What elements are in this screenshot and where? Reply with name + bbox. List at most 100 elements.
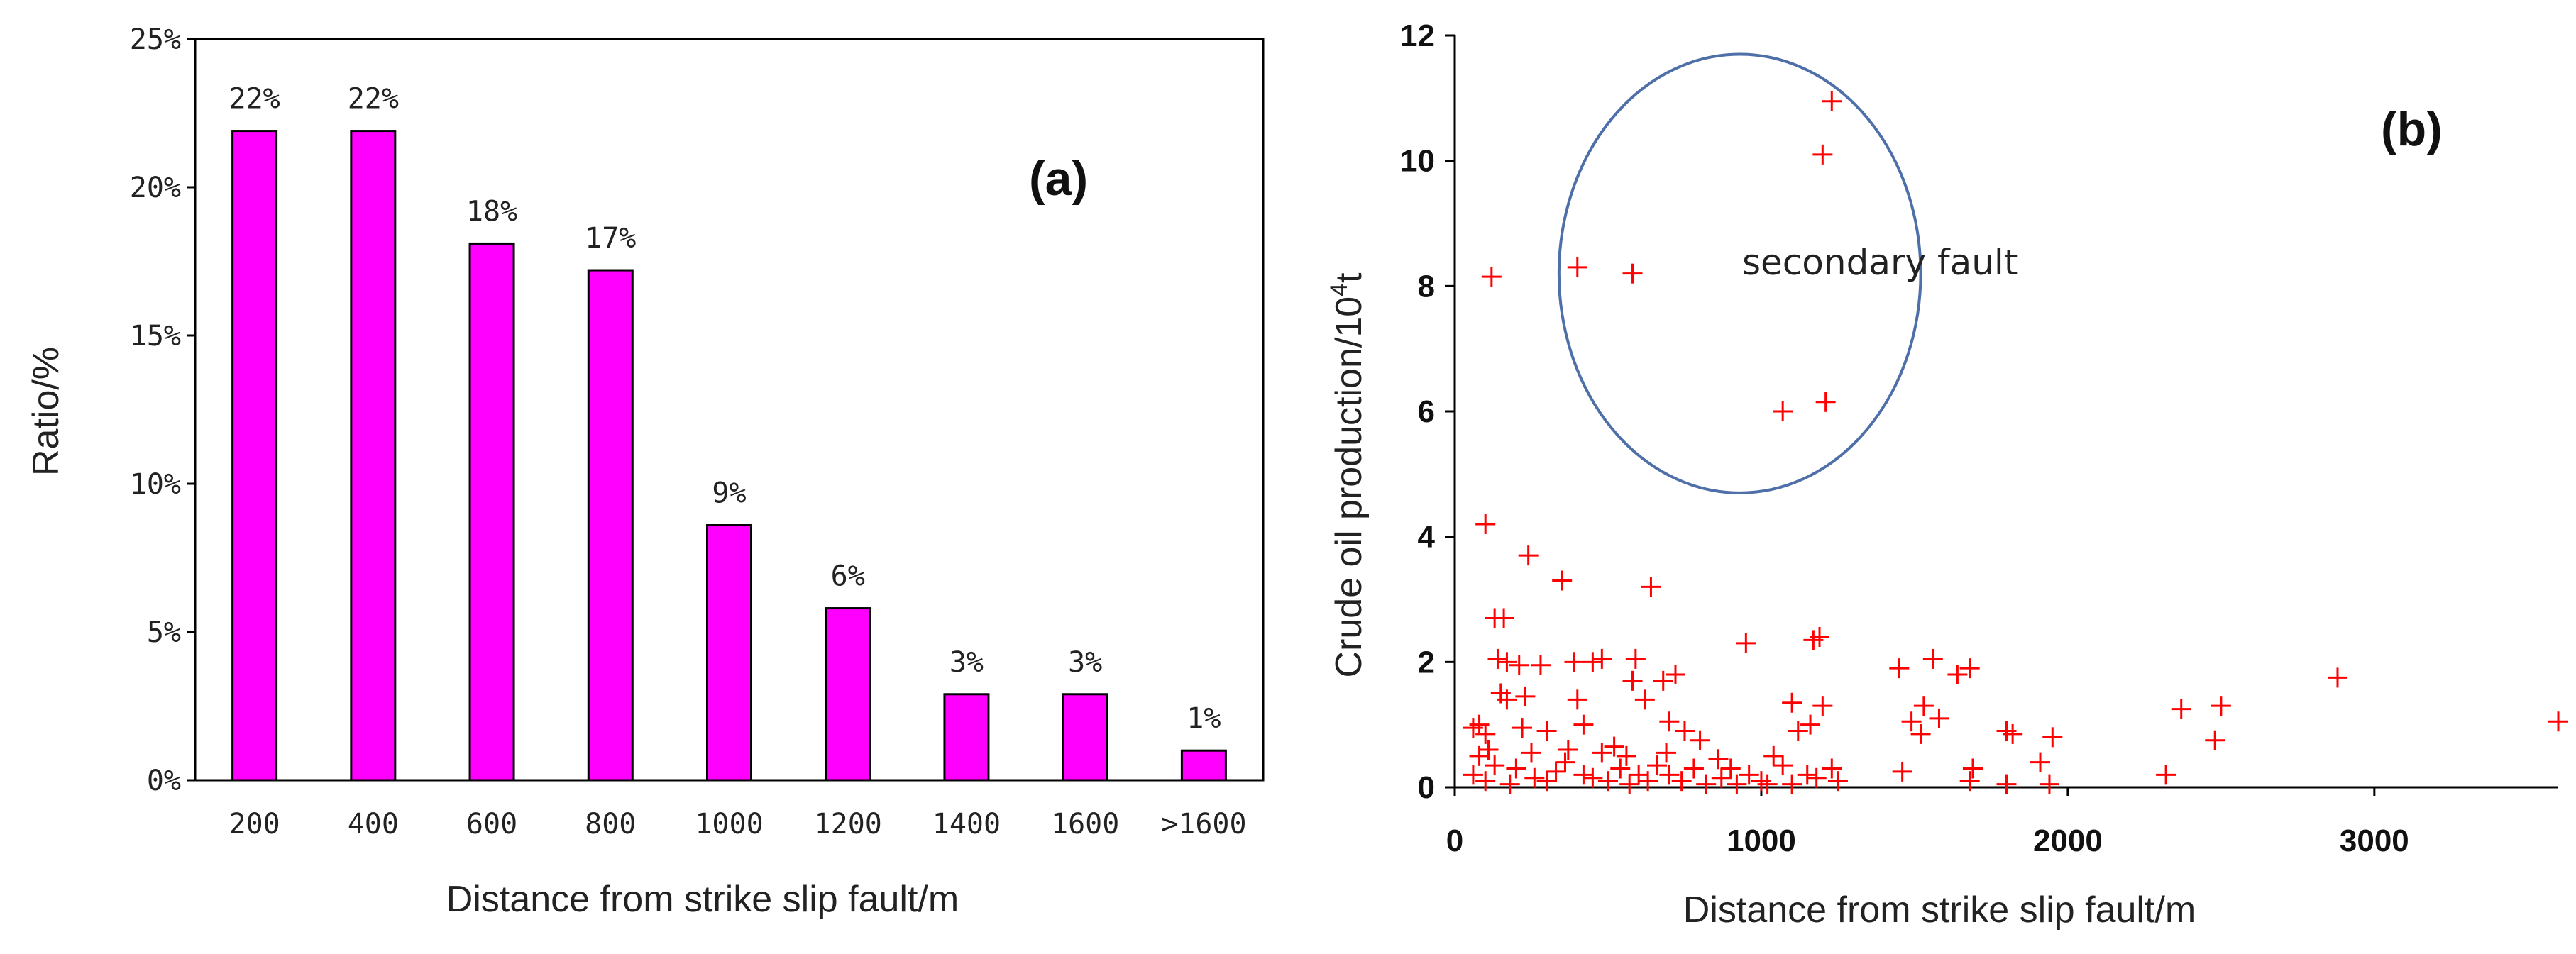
b-point — [1610, 758, 1631, 779]
a-bar — [825, 607, 871, 782]
b-point — [1659, 711, 1680, 732]
b-points — [1463, 91, 2568, 794]
b-point — [1536, 771, 1557, 792]
b-point — [2003, 723, 2023, 744]
b-point — [1463, 765, 1483, 785]
a-xtick-label: 1000 — [695, 808, 763, 841]
b-point — [1727, 774, 1747, 794]
a-bars: 22% 22% 18% 17% 9% 6% 3% 3% 1% — [229, 83, 1227, 782]
a-xtick-label: 200 — [229, 808, 280, 841]
a-bar-value-label: 3% — [1068, 646, 1102, 679]
a-bar — [1062, 693, 1108, 782]
a-y-axis-title: Ratio/% — [26, 347, 67, 476]
b-point — [1656, 743, 1677, 763]
b-point — [1996, 774, 2017, 794]
b-point — [2042, 727, 2063, 748]
b-point — [1671, 771, 1692, 792]
b-point — [1518, 545, 1539, 566]
b-point — [2039, 774, 2059, 794]
b-point — [1666, 665, 1685, 684]
b-point — [1929, 708, 1949, 728]
b-point — [1720, 758, 1741, 779]
b-annotation: secondary fault — [1742, 242, 2018, 283]
b-point — [1788, 721, 1808, 741]
b-point — [1622, 263, 1643, 284]
a-bar-value-label: 9% — [712, 477, 746, 510]
b-point — [1674, 721, 1695, 741]
a-bar-value-label: 6% — [831, 560, 865, 593]
b-point — [1913, 696, 1934, 716]
b-point — [1810, 627, 1830, 647]
b-point — [1638, 771, 1658, 792]
b-point — [1573, 765, 1594, 785]
b-point — [1827, 771, 1848, 792]
a-ytick-label: 25% — [130, 23, 181, 56]
b-point — [1530, 655, 1551, 675]
b-point — [1822, 758, 1842, 779]
a-bar-value-label: 18% — [466, 195, 517, 228]
b-ytick-label: 10 — [1400, 144, 1435, 179]
b-point — [1959, 771, 1980, 792]
b-point — [1555, 752, 1575, 772]
a-xtick-label: 800 — [585, 808, 636, 841]
b-point — [1711, 767, 1732, 788]
b-point — [1653, 670, 1673, 691]
b-point — [1592, 648, 1612, 669]
a-xtick-label: 1400 — [932, 808, 1001, 841]
b-xtick-label: 1000 — [1727, 823, 1796, 858]
b-point — [1536, 721, 1557, 741]
b-point — [1736, 633, 1756, 653]
b-point — [1757, 774, 1778, 794]
a-ytick-label: 10% — [130, 468, 181, 501]
panel-b: 0 2 4 6 8 10 12 0 1000 2000 3000 secondary fault (… — [1326, 18, 2568, 931]
b-ytick-label: 6 — [1418, 394, 1435, 429]
b-point — [1515, 686, 1536, 706]
a-panel-label: (a) — [1029, 152, 1088, 206]
b-point — [2328, 667, 2347, 688]
b-point — [1683, 758, 1704, 779]
b-point — [1597, 771, 1618, 792]
a-ytick-label: 15% — [130, 320, 181, 353]
b-point — [1622, 670, 1643, 691]
b-point — [1494, 608, 1514, 628]
b-point — [1506, 758, 1526, 779]
b-point — [1552, 570, 1573, 591]
a-bar-value-label: 22% — [229, 83, 280, 116]
a-xtick-label: 400 — [348, 808, 399, 841]
b-point — [2205, 730, 2225, 750]
b-point — [2030, 752, 2051, 772]
b-point — [1901, 711, 1922, 732]
a-bar — [350, 130, 397, 782]
b-point — [1573, 714, 1594, 735]
a-bar — [587, 269, 634, 782]
panel-a: 22% 22% 18% 17% 9% 6% 3% 3% 1% 0% 5% 10% 15% 20% 25% 2… — [26, 23, 1265, 920]
b-point — [1463, 718, 1483, 738]
b-point — [1782, 774, 1802, 794]
b-point — [1475, 514, 1496, 534]
b-panel-label: (b) — [2381, 102, 2443, 156]
a-ticks: 0% 5% 10% 15% 20% 25% 200 400 600 800 1000 1200 1400… — [130, 23, 1247, 841]
b-point — [1659, 765, 1680, 785]
b-point — [1889, 658, 1910, 679]
b-point — [1583, 652, 1603, 672]
a-bar — [1180, 749, 1227, 782]
b-point — [1773, 755, 1793, 776]
a-xtick-label: 1600 — [1051, 808, 1119, 841]
b-point — [1806, 767, 1827, 788]
b-point — [1910, 723, 1931, 744]
b-point — [1475, 723, 1496, 744]
b-point — [1690, 730, 1710, 750]
a-xtick-label: >1600 — [1161, 808, 1246, 841]
b-point — [1947, 665, 1968, 684]
b-point — [1583, 767, 1603, 788]
b-ytick-label: 12 — [1400, 18, 1435, 53]
b-point — [2171, 699, 2191, 719]
b-point — [1567, 257, 1587, 277]
a-xtick-label: 600 — [466, 808, 517, 841]
b-xtick-label: 0 — [1446, 823, 1463, 858]
b-point — [1625, 648, 1646, 669]
b-point — [1647, 755, 1668, 776]
b-point — [1481, 267, 1502, 287]
a-bar-value-label: 3% — [950, 646, 984, 679]
